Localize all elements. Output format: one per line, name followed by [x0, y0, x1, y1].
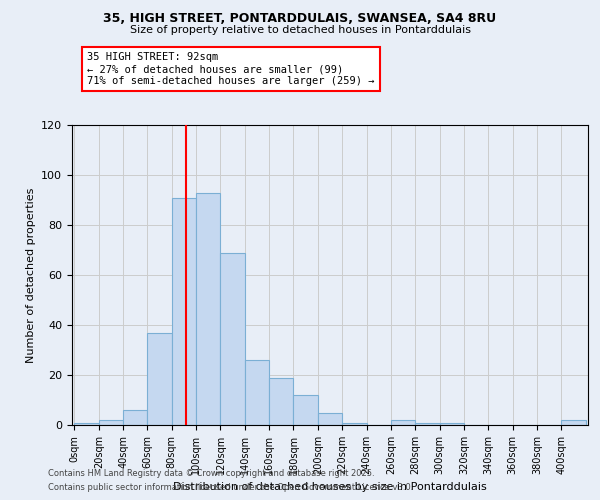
Y-axis label: Number of detached properties: Number of detached properties	[26, 188, 35, 362]
Bar	[342, 422, 367, 425]
Bar	[245, 360, 269, 425]
Bar	[293, 395, 318, 425]
Text: Contains HM Land Registry data © Crown copyright and database right 2025.: Contains HM Land Registry data © Crown c…	[48, 468, 374, 477]
Bar	[318, 412, 342, 425]
Bar	[196, 192, 220, 425]
Bar	[172, 198, 196, 425]
Bar	[99, 420, 123, 425]
Text: 35 HIGH STREET: 92sqm
← 27% of detached houses are smaller (99)
71% of semi-deta: 35 HIGH STREET: 92sqm ← 27% of detached …	[87, 52, 374, 86]
Bar	[123, 410, 148, 425]
Text: Size of property relative to detached houses in Pontarddulais: Size of property relative to detached ho…	[130, 25, 470, 35]
Bar	[148, 332, 172, 425]
Bar	[269, 378, 293, 425]
X-axis label: Distribution of detached houses by size in Pontarddulais: Distribution of detached houses by size …	[173, 482, 487, 492]
Bar	[74, 422, 99, 425]
Bar	[440, 422, 464, 425]
Bar	[391, 420, 415, 425]
Text: 35, HIGH STREET, PONTARDDULAIS, SWANSEA, SA4 8RU: 35, HIGH STREET, PONTARDDULAIS, SWANSEA,…	[103, 12, 497, 26]
Bar	[220, 252, 245, 425]
Bar	[415, 422, 440, 425]
Text: Contains public sector information licensed under the Open Government Licence v3: Contains public sector information licen…	[48, 484, 413, 492]
Bar	[561, 420, 586, 425]
